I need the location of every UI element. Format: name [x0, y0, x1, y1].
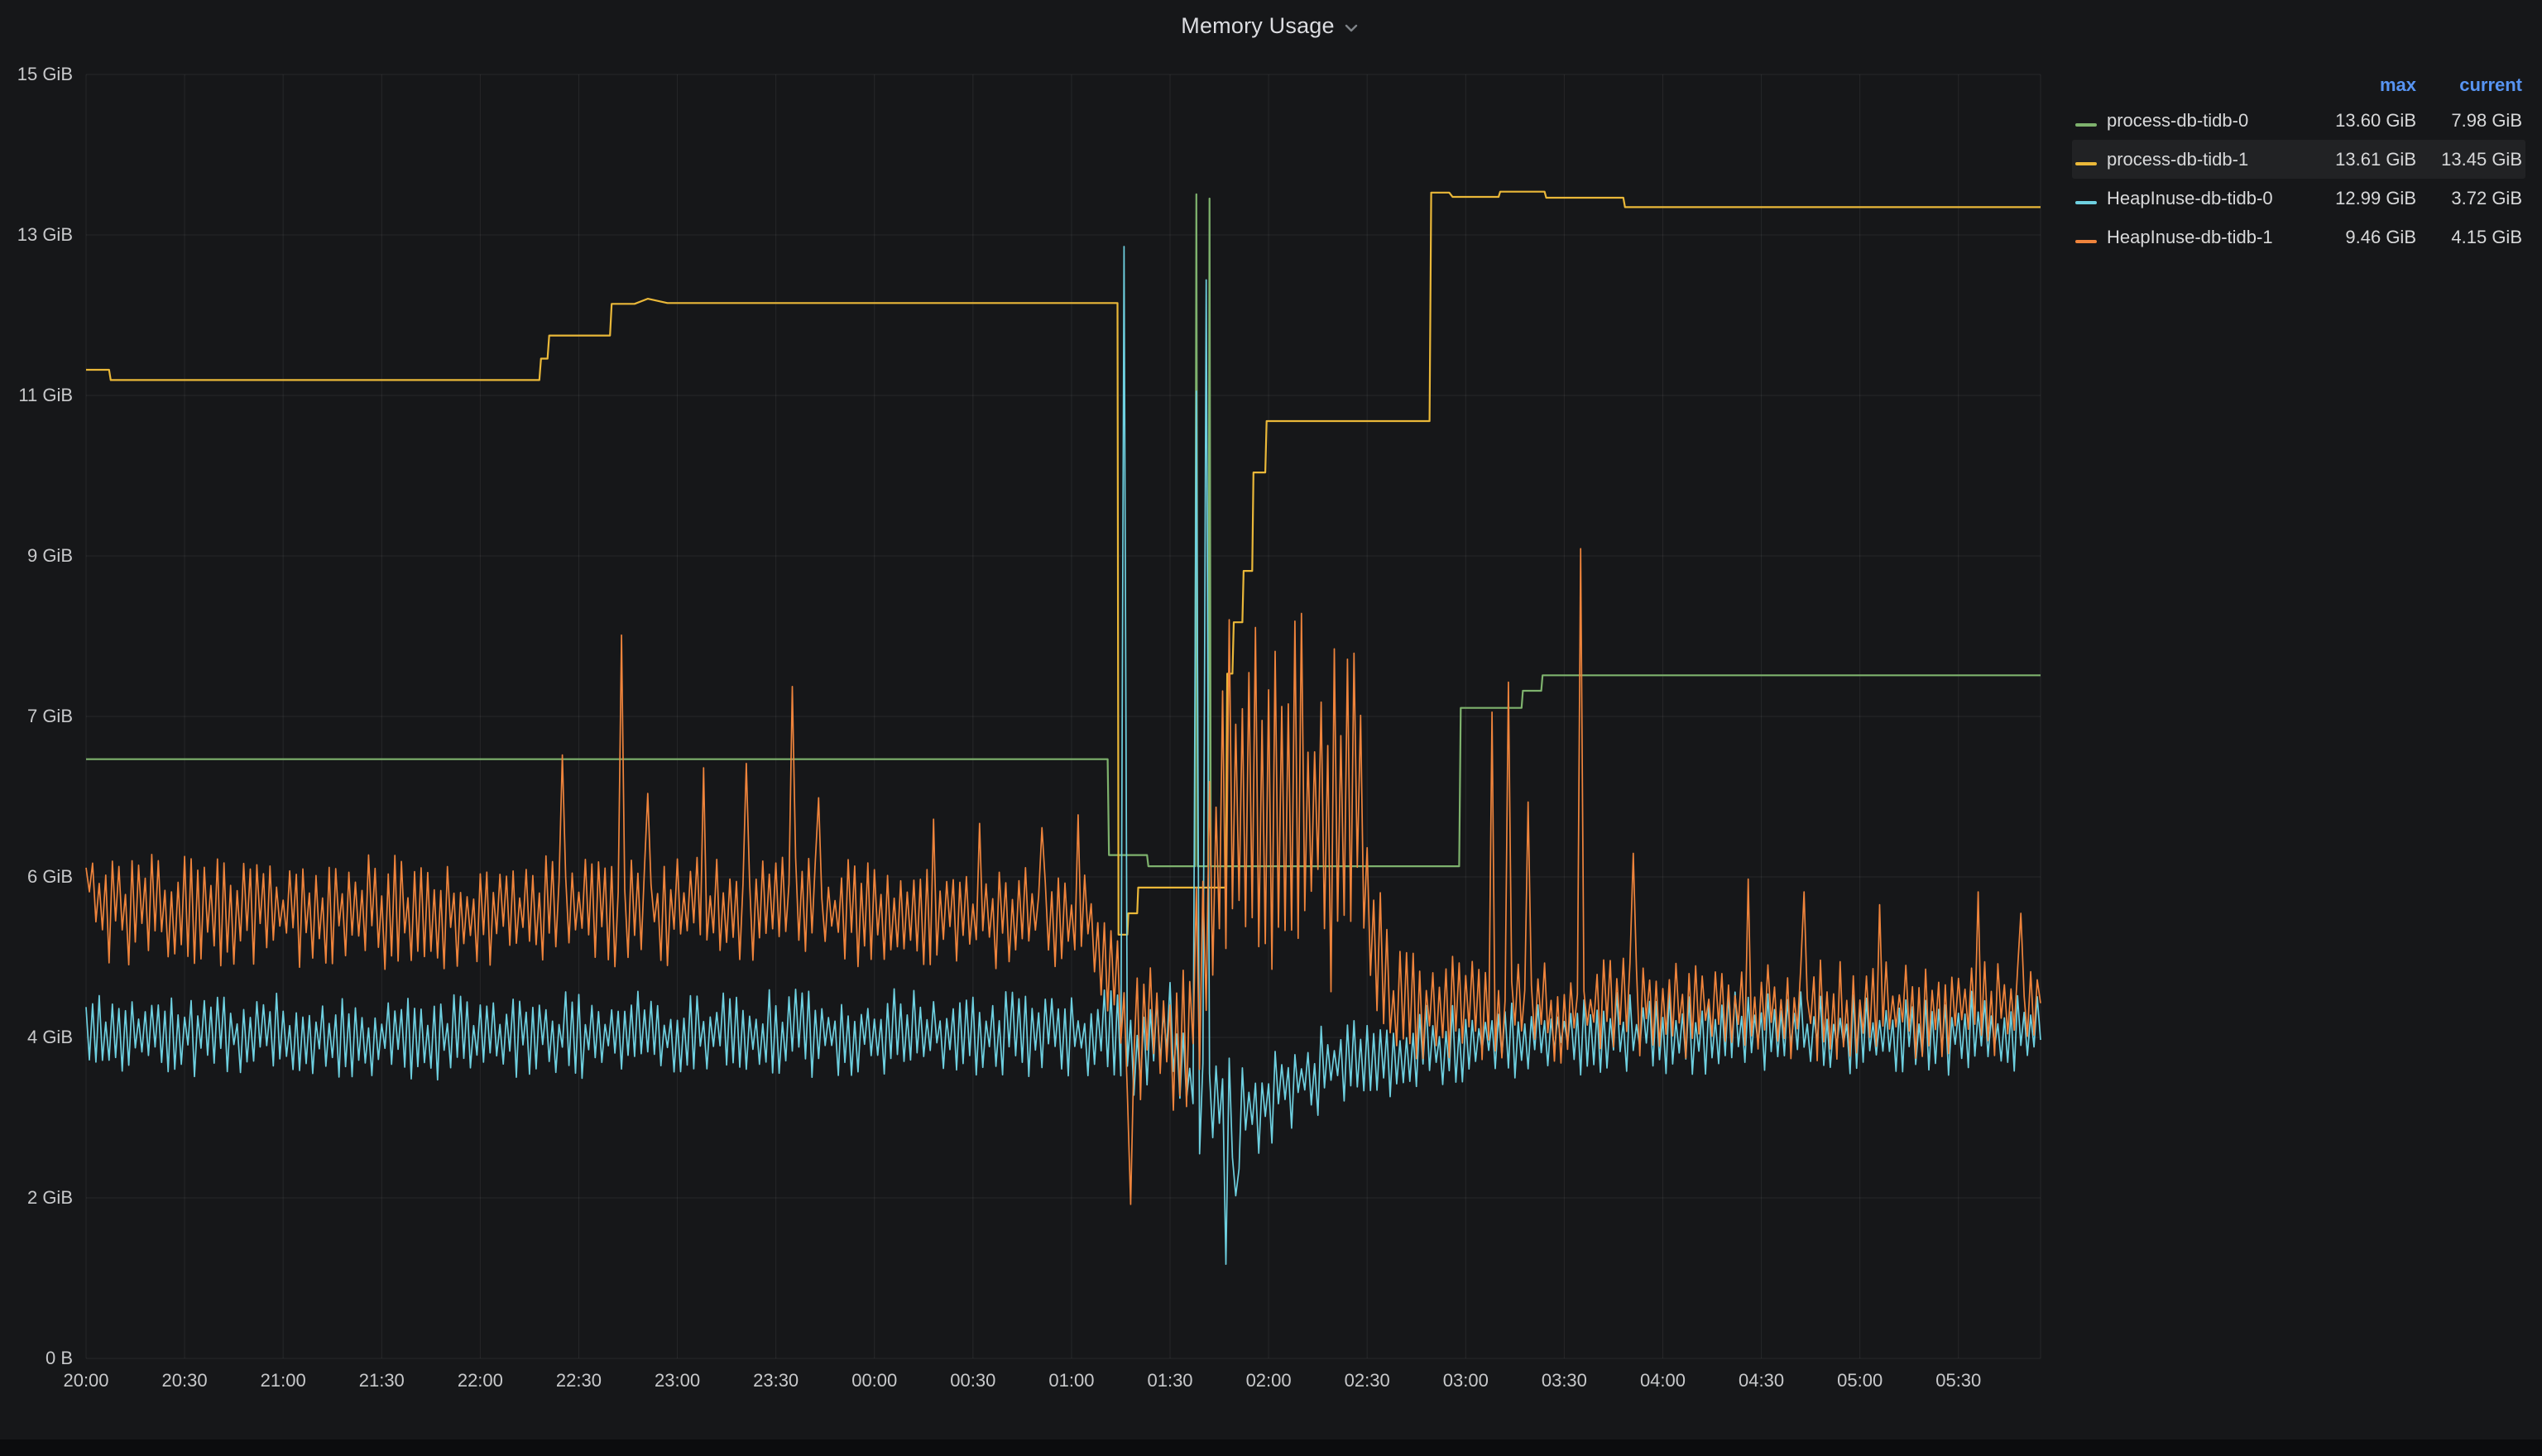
legend-swatch-wrap [2075, 149, 2107, 170]
y-axis-tick-label: 13 GiB [17, 224, 73, 245]
legend-row-process-db-tidb-0[interactable]: process-db-tidb-0 13.60 GiB 7.98 GiB [2072, 101, 2525, 140]
legend-series-max: 12.99 GiB [2335, 187, 2416, 208]
legend-series-current: 7.98 GiB [2451, 109, 2522, 131]
x-axis-tick-label: 04:30 [1739, 1370, 1785, 1391]
legend-series-max: 13.61 GiB [2335, 148, 2416, 170]
series-line-process-db-tidb-1 [86, 190, 2041, 936]
y-axis-tick-label: 0 B [45, 1348, 73, 1368]
x-axis-tick-label: 05:30 [1935, 1370, 1982, 1391]
y-axis-tick-label: 2 GiB [26, 1187, 73, 1208]
legend-series-max: 9.46 GiB [2345, 226, 2416, 247]
y-axis-tick-label: 7 GiB [26, 706, 73, 726]
x-axis-tick-label: 00:00 [851, 1370, 898, 1391]
legend-series-label[interactable]: process-db-tidb-1 [2107, 148, 2249, 170]
series-color-swatch [2075, 239, 2097, 243]
legend-swatch-wrap [2075, 110, 2107, 132]
legend-header-current[interactable]: current [2459, 74, 2522, 95]
series-color-swatch [2075, 161, 2097, 165]
x-axis-tick-label: 20:30 [161, 1370, 208, 1391]
x-axis-tick-label: 02:30 [1344, 1370, 1390, 1391]
legend-header-row: max current [2072, 69, 2525, 101]
y-axis-tick-label: 11 GiB [18, 385, 73, 405]
legend-swatch-wrap [2075, 188, 2107, 209]
y-axis-tick-label: 4 GiB [26, 1027, 73, 1047]
panel-header[interactable]: Memory Usage [0, 0, 2542, 51]
y-axis-tick-label: 6 GiB [26, 866, 73, 887]
x-axis-tick-label: 01:30 [1147, 1370, 1193, 1391]
series-line-HeapInuse-db-tidb-0 [85, 246, 2041, 1266]
legend-series-label[interactable]: HeapInuse-db-tidb-1 [2107, 226, 2273, 247]
legend-series-label[interactable]: HeapInuse-db-tidb-0 [2107, 187, 2273, 208]
legend-row-HeapInuse-db-tidb-1[interactable]: HeapInuse-db-tidb-1 9.46 GiB 4.15 GiB [2072, 218, 2525, 256]
x-axis-tick-label: 21:00 [260, 1370, 306, 1391]
x-axis-tick-label: 22:00 [457, 1370, 503, 1391]
x-axis-tick-label: 05:00 [1837, 1370, 1883, 1391]
legend: max current process-db-tidb-0 13.60 GiB 7.98… [2072, 69, 2525, 256]
legend-row-process-db-tidb-1[interactable]: process-db-tidb-1 13.61 GiB 13.45 GiB [2072, 140, 2525, 179]
x-axis-tick-label: 03:30 [1541, 1370, 1587, 1391]
x-axis-tick-label: 01:00 [1048, 1370, 1095, 1391]
chevron-down-icon[interactable] [1341, 18, 1361, 38]
x-axis-tick-label: 22:30 [555, 1370, 602, 1391]
series-line-process-db-tidb-0 [86, 193, 2041, 868]
series-color-swatch [2075, 122, 2097, 127]
legend-series-current: 4.15 GiB [2451, 226, 2522, 247]
x-axis-tick-label: 02:00 [1245, 1370, 1292, 1391]
bottom-strip [0, 1439, 2542, 1456]
series-color-swatch [2075, 200, 2097, 204]
x-axis-tick-label: 21:30 [358, 1370, 405, 1391]
x-axis-tick-label: 23:30 [753, 1370, 799, 1391]
legend-swatch-wrap [2075, 227, 2107, 248]
legend-row-HeapInuse-db-tidb-0[interactable]: HeapInuse-db-tidb-0 12.99 GiB 3.72 GiB [2072, 179, 2525, 218]
x-axis-tick-label: 20:00 [63, 1370, 109, 1391]
legend-series-max: 13.60 GiB [2335, 109, 2416, 131]
panel-title: Memory Usage [1181, 12, 1335, 38]
x-axis-tick-label: 00:30 [950, 1370, 996, 1391]
legend-series-label[interactable]: process-db-tidb-0 [2107, 109, 2249, 131]
series-line-HeapInuse-db-tidb-1 [85, 548, 2041, 1205]
legend-series-current: 3.72 GiB [2451, 187, 2522, 208]
y-axis-tick-label: 15 GiB [17, 64, 73, 84]
y-axis-tick-label: 9 GiB [26, 545, 73, 566]
legend-header-max[interactable]: max [2379, 74, 2416, 95]
x-axis-tick-label: 03:00 [1442, 1370, 1489, 1391]
x-axis-tick-label: 23:00 [655, 1370, 701, 1391]
x-axis-tick-label: 04:00 [1639, 1370, 1686, 1391]
legend-series-current: 13.45 GiB [2441, 148, 2522, 170]
